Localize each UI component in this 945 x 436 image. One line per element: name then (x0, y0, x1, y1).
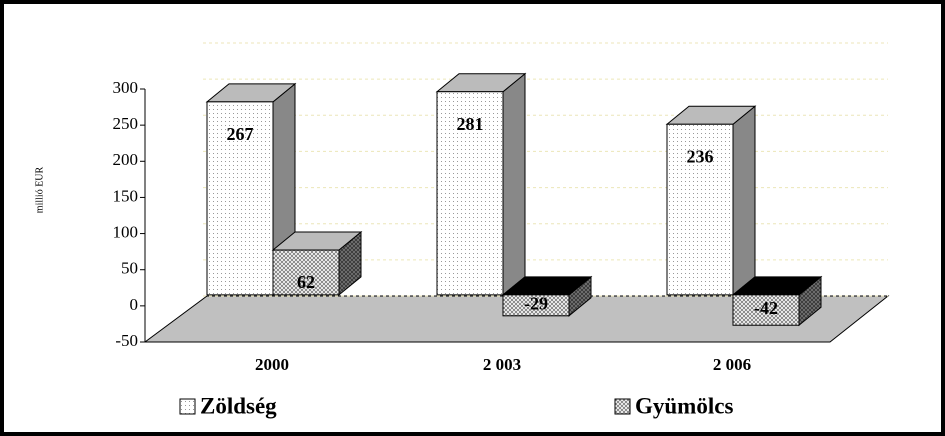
data-label: 281 (457, 114, 484, 134)
data-label: 236 (687, 146, 714, 166)
y-tick-label: 250 (113, 114, 139, 133)
y-tick-label: 100 (113, 222, 139, 241)
x-tick-label: 2 006 (713, 355, 751, 374)
bar-side (732, 105, 756, 296)
legend-swatch (179, 398, 196, 415)
y-tick-label: 200 (113, 150, 139, 169)
data-label: 267 (227, 124, 254, 144)
y-axis-label: millió EUR (34, 166, 45, 213)
floor (143, 295, 890, 343)
legend-label: Gyümölcs (635, 393, 733, 418)
bar (732, 294, 800, 326)
y-tick-label: 0 (130, 295, 139, 314)
legend-label: Zöldség (200, 393, 277, 418)
data-label: -42 (754, 298, 778, 318)
x-tick-label: 2000 (255, 355, 289, 374)
x-tick-label: 2 003 (483, 355, 521, 374)
bar (666, 123, 734, 296)
bar (272, 249, 340, 296)
y-tick-label: -50 (115, 331, 138, 350)
bar-side (502, 72, 526, 296)
y-tick-label: 50 (121, 259, 138, 278)
data-label: -29 (524, 293, 548, 313)
legend-swatch (614, 398, 631, 415)
bar (502, 294, 570, 317)
y-tick-label: 150 (113, 186, 139, 205)
y-tick-label: 300 (113, 78, 139, 97)
data-label: 62 (297, 272, 315, 292)
bar (436, 91, 504, 296)
bar (206, 101, 274, 296)
